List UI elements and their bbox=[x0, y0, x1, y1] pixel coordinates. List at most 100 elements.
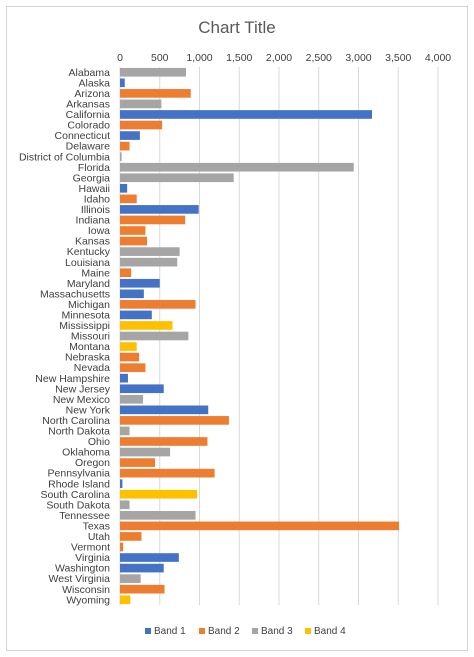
bar bbox=[120, 183, 128, 193]
bar bbox=[120, 300, 196, 309]
legend-swatch bbox=[199, 628, 205, 634]
category-label: Delaware bbox=[66, 141, 111, 153]
x-tick-label: 2,000 bbox=[266, 52, 292, 64]
legend-label: Band 3 bbox=[261, 626, 293, 637]
bar bbox=[120, 162, 354, 172]
category-label: South Carolina bbox=[41, 489, 111, 501]
category-label: Wyoming bbox=[66, 594, 110, 606]
bar bbox=[120, 247, 180, 256]
bar bbox=[120, 500, 130, 510]
bar bbox=[120, 152, 122, 161]
bar bbox=[120, 278, 160, 288]
category-label: California bbox=[66, 109, 111, 121]
category-label: New York bbox=[66, 404, 111, 416]
bar bbox=[120, 489, 198, 499]
category-label: Kansas bbox=[75, 236, 110, 248]
category-label: Arkansas bbox=[66, 99, 110, 111]
category-label: North Carolina bbox=[42, 415, 110, 427]
category-label: Missouri bbox=[71, 331, 110, 343]
gridlines bbox=[119, 67, 439, 605]
bar bbox=[120, 426, 130, 436]
bar bbox=[120, 99, 162, 109]
category-label: Minnesota bbox=[62, 310, 111, 322]
category-label: Louisiana bbox=[65, 257, 110, 269]
category-label: Maine bbox=[81, 267, 110, 279]
bar bbox=[120, 268, 132, 278]
category-label: Mississippi bbox=[59, 320, 110, 332]
category-label: Utah bbox=[88, 531, 110, 543]
bar bbox=[120, 194, 137, 204]
category-label: Georgia bbox=[73, 172, 111, 184]
bar bbox=[120, 78, 125, 88]
bar bbox=[120, 342, 137, 351]
bar bbox=[120, 458, 155, 467]
bar bbox=[120, 89, 191, 98]
legend-label: Band 2 bbox=[208, 626, 240, 637]
legend-swatch bbox=[145, 628, 151, 634]
bar bbox=[120, 131, 140, 140]
bar bbox=[120, 67, 186, 77]
x-tick-label: 3,500 bbox=[385, 52, 411, 64]
category-label: Michigan bbox=[68, 299, 110, 311]
x-tick-label: 500 bbox=[151, 52, 169, 64]
category-label: Pennsylvania bbox=[48, 468, 111, 480]
category-label: Nevada bbox=[74, 362, 110, 374]
category-label: Nebraska bbox=[65, 352, 110, 364]
x-tick-label: 4,000 bbox=[425, 52, 451, 64]
category-label: Florida bbox=[78, 162, 110, 174]
bar bbox=[120, 532, 142, 541]
category-label: Alaska bbox=[78, 77, 110, 89]
bar bbox=[120, 173, 234, 183]
bar bbox=[120, 511, 196, 520]
category-label: West Virginia bbox=[49, 573, 111, 585]
category-label: Rhode Island bbox=[48, 478, 110, 490]
x-tick-label: 3,000 bbox=[345, 52, 371, 64]
legend-swatch bbox=[252, 628, 258, 634]
bar bbox=[120, 521, 400, 531]
category-label: Texas bbox=[83, 520, 110, 532]
category-label: Massachusetts bbox=[40, 288, 110, 300]
bar bbox=[120, 215, 186, 225]
legend: Band 1 Band 2 Band 3 Band 4 bbox=[145, 626, 346, 637]
bar bbox=[120, 289, 144, 299]
category-label: Ohio bbox=[88, 436, 110, 448]
category-label: Idaho bbox=[84, 193, 110, 205]
category-label: Illinois bbox=[81, 204, 110, 216]
bar bbox=[120, 110, 373, 119]
category-label: South Dakota bbox=[46, 499, 110, 511]
category-label: Colorado bbox=[67, 120, 110, 132]
bar bbox=[120, 321, 173, 330]
bar bbox=[120, 595, 131, 605]
category-label: Indiana bbox=[76, 215, 111, 227]
category-label: New Mexico bbox=[53, 394, 110, 406]
bar bbox=[120, 120, 163, 130]
bar bbox=[120, 437, 208, 446]
category-label: Washington bbox=[55, 563, 110, 575]
bar bbox=[120, 205, 199, 214]
category-label: Kentucky bbox=[67, 246, 111, 258]
bar bbox=[120, 373, 128, 383]
bar bbox=[120, 310, 152, 320]
bar bbox=[120, 553, 179, 562]
chart-title: Chart Title bbox=[198, 18, 276, 37]
x-tick-label: 1,500 bbox=[226, 52, 252, 64]
bar bbox=[120, 331, 189, 341]
category-label: New Hampshire bbox=[35, 373, 110, 385]
bar bbox=[120, 447, 171, 457]
bar bbox=[120, 141, 130, 151]
category-label: Vermont bbox=[71, 542, 110, 554]
bar bbox=[120, 468, 215, 478]
bar bbox=[120, 257, 178, 267]
x-axis-ticks: 0 500 1,000 1,500 2,000 2,500 3,000 3,500 4,000 bbox=[117, 52, 451, 64]
bar bbox=[120, 574, 141, 583]
bar bbox=[120, 416, 229, 425]
category-label: Tennessee bbox=[59, 510, 110, 522]
x-tick-label: 1,000 bbox=[186, 52, 212, 64]
bar bbox=[120, 405, 209, 415]
category-label: Iowa bbox=[88, 225, 110, 237]
legend-swatch bbox=[305, 628, 311, 634]
category-labels: AlabamaAlaskaArizonaArkansasCaliforniaCo… bbox=[19, 67, 111, 606]
category-label: North Dakota bbox=[48, 426, 110, 438]
x-tick-label: 2,500 bbox=[306, 52, 332, 64]
